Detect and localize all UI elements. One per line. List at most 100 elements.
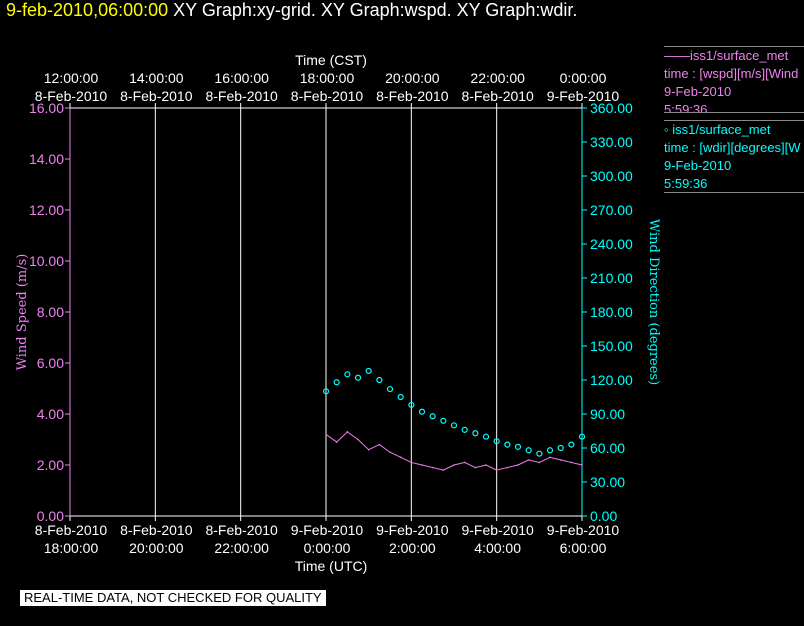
header-datetime: 9-feb-2010,06:00:00 <box>6 0 169 20</box>
wspd-point <box>549 456 551 459</box>
wdir-point <box>514 443 522 450</box>
wdir-point <box>429 413 436 420</box>
top-tick-label-time: 22:00:00 <box>470 70 525 86</box>
legend-wdir-name: ◦ iss1/surface_met <box>664 122 771 137</box>
wspd-point <box>474 466 477 469</box>
bottom-tick-label-time: 0:00:00 <box>304 540 351 556</box>
right-tick-label: 30.00 <box>590 474 625 490</box>
right-tick-label: 210.00 <box>590 270 633 286</box>
wdir-point <box>344 371 351 378</box>
top-tick-label-date: 8-Feb-2010 <box>461 88 534 104</box>
wspd-point <box>570 461 573 464</box>
wdir-point <box>546 447 554 454</box>
wspd-point <box>421 464 423 466</box>
top-tick-label-time: 16:00:00 <box>214 70 269 86</box>
wspd-point <box>335 441 338 443</box>
wdir-point <box>376 376 383 384</box>
wdir-point <box>504 441 511 448</box>
left-tick-label: 0.00 <box>37 508 64 524</box>
wdir-point <box>365 367 372 375</box>
wspd-point <box>463 461 466 464</box>
bottom-tick-label-date: 9-Feb-2010 <box>461 522 534 538</box>
wspd-point <box>410 461 413 464</box>
wspd-point <box>495 469 498 471</box>
bottom-tick-label-date: 9-Feb-2010 <box>547 522 620 538</box>
left-tick-label: 4.00 <box>37 406 64 422</box>
right-tick-label: 360.00 <box>590 100 633 116</box>
legend-wdir-date: 9-Feb-2010 <box>664 158 732 173</box>
right-tick-label: 300.00 <box>590 168 633 184</box>
right-tick-label: 330.00 <box>590 134 633 150</box>
top-tick-label-date: 8-Feb-2010 <box>205 88 278 104</box>
wspd-point <box>367 448 370 451</box>
left-tick-label: 16.00 <box>29 100 64 116</box>
left-tick-label: 12.00 <box>29 202 64 218</box>
bottom-tick-label-time: 2:00:00 <box>389 540 436 556</box>
right-tick-label: 120.00 <box>590 372 633 388</box>
bottom-tick-label-time: 22:00:00 <box>214 540 269 556</box>
left-tick-label: 8.00 <box>37 304 64 320</box>
left-tick-label: 2.00 <box>37 457 64 473</box>
left-tick-label: 6.00 <box>37 355 64 371</box>
top-tick-label-date: 9-Feb-2010 <box>547 88 620 104</box>
wspd-point <box>357 438 359 441</box>
bottom-tick-label-time: 6:00:00 <box>560 540 607 556</box>
wspd-point <box>378 443 381 446</box>
top-tick-label-date: 8-Feb-2010 <box>35 88 108 104</box>
bottom-tick-label-date: 9-Feb-2010 <box>291 522 364 538</box>
legend-wspd-date: 9-Feb-2010 <box>664 84 732 99</box>
wdir-point <box>482 433 490 440</box>
bottom-tick-label-date: 8-Feb-2010 <box>205 522 278 538</box>
top-tick-label-time: 14:00:00 <box>129 70 184 86</box>
wdir-point <box>578 433 586 440</box>
top-tick-label-time: 20:00:00 <box>385 70 440 86</box>
wdir-point <box>418 408 426 415</box>
header-titles: XY Graph:xy-grid. XY Graph:wspd. XY Grap… <box>173 0 578 20</box>
wdir-point <box>354 374 362 381</box>
legend-wdir-time: 5:59:36 <box>664 176 708 191</box>
wdir-point <box>568 441 575 448</box>
top-tick-label-time: 12:00:00 <box>44 70 99 86</box>
bottom-tick-label-time: 20:00:00 <box>129 540 184 556</box>
wdir-point <box>525 447 532 454</box>
bottom-tick-label-time: 18:00:00 <box>44 540 99 556</box>
legend-wdir-var: time : [wdir][degrees][W <box>664 140 801 155</box>
wdir-point <box>333 379 340 386</box>
wspd-point <box>485 464 487 466</box>
wspd-point <box>325 433 327 436</box>
wdir-point <box>408 401 415 409</box>
wdir-point <box>461 426 468 433</box>
top-tick-label-time: 18:00:00 <box>300 70 355 86</box>
top-tick-label-date: 8-Feb-2010 <box>291 88 364 104</box>
wdir-point <box>557 444 564 452</box>
legend-wspd-name: ——iss1/surface_met <box>664 48 789 63</box>
right-tick-label: 90.00 <box>590 406 625 422</box>
bottom-axis-title: Time (UTC) <box>295 558 368 574</box>
wspd-point <box>517 464 519 466</box>
left-tick-label: 14.00 <box>29 151 64 167</box>
left-axis-label: Wind Speed (m/s) <box>15 254 30 371</box>
legend-wspd-var: time : [wspd][m/s][Wind <box>664 66 799 81</box>
bottom-tick-label-date: 9-Feb-2010 <box>376 522 449 538</box>
wdir-point <box>397 393 404 401</box>
quality-footer: REAL-TIME DATA, NOT CHECKED FOR QUALITY <box>20 590 326 606</box>
bottom-tick-label-date: 8-Feb-2010 <box>35 522 108 538</box>
header: 9-feb-2010,06:00:00 XY Graph:xy-grid. XY… <box>6 0 577 21</box>
top-axis-title: Time (CST) <box>295 52 367 68</box>
wdir-point <box>322 388 330 395</box>
wdir-point <box>493 438 500 445</box>
top-tick-label-date: 8-Feb-2010 <box>376 88 449 104</box>
wspd-point <box>453 464 455 466</box>
wdir-point <box>536 450 543 457</box>
legend-wspd-time: 5:59:36 <box>664 102 708 113</box>
right-tick-label: 240.00 <box>590 236 633 252</box>
wspd-point <box>559 459 562 461</box>
wdir-point <box>450 422 458 429</box>
wspd-point <box>527 459 530 461</box>
legend-wspd: ——iss1/surface_met time : [wspd][m/s][Wi… <box>664 46 804 113</box>
bottom-tick-label-time: 4:00:00 <box>474 540 521 556</box>
wspd-point <box>399 456 402 459</box>
right-tick-label: 60.00 <box>590 440 625 456</box>
wspd-point <box>442 469 445 471</box>
wspd-point <box>431 466 434 469</box>
